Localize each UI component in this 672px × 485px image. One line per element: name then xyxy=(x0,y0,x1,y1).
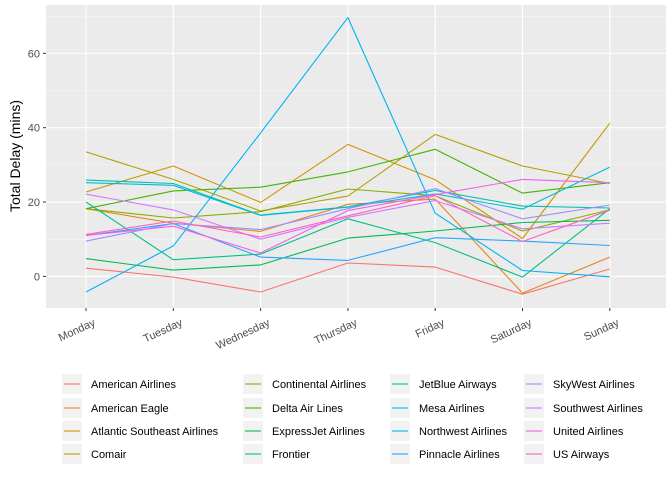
legend-label: Continental Airlines xyxy=(272,379,367,391)
series-line-continental-airlines xyxy=(85,188,610,232)
legend-label: Comair xyxy=(91,449,127,461)
legend-item-frontier: Frontier xyxy=(243,444,310,464)
legend: American Airlines American Eagle Atlantic … xyxy=(62,374,643,464)
legend-label: JetBlue Airways xyxy=(419,379,497,391)
legend-item-continental-airlines: Continental Airlines xyxy=(243,374,367,394)
legend-item-jetblue-airways: JetBlue Airways xyxy=(390,374,497,394)
y-axis: 0 20 40 60 xyxy=(28,48,46,283)
legend-label: Southwest Airlines xyxy=(553,403,643,415)
legend-item-pinnacle-airlines: Pinnacle Airlines xyxy=(390,444,500,464)
series-line-american-airlines xyxy=(85,262,610,295)
legend-item-northwest-airlines: Northwest Airlines xyxy=(390,421,508,441)
legend-item-southwest-airlines: Southwest Airlines xyxy=(524,398,643,418)
legend-item-comair: Comair xyxy=(62,444,127,464)
series-line-delta-air-lines xyxy=(85,148,610,210)
legend-item-delta-air-lines: Delta Air Lines xyxy=(243,398,343,418)
legend-label: Frontier xyxy=(272,449,310,461)
y-tick-label: 20 xyxy=(28,197,40,209)
legend-item-united-airlines: United Airlines xyxy=(524,421,624,441)
series-line-frontier xyxy=(85,201,611,278)
legend-label: American Airlines xyxy=(91,379,176,391)
series-line-united-airlines xyxy=(85,178,610,254)
legend-label: Pinnacle Airlines xyxy=(419,449,500,461)
y-tick-label: 60 xyxy=(28,48,40,60)
legend-label: ExpressJet Airlines xyxy=(272,426,365,438)
legend-item-us-airways: US Airways xyxy=(524,444,610,464)
series-line-northwest-airlines xyxy=(85,17,610,293)
y-axis-label: Total Delay (mins) xyxy=(7,100,23,212)
legend-label: American Eagle xyxy=(91,403,169,415)
series-line-us-airways xyxy=(85,195,610,243)
minor-gridlines xyxy=(46,15,666,240)
legend-label: Northwest Airlines xyxy=(419,426,508,438)
series-line-expressjet-airlines xyxy=(85,219,610,271)
series-line-comair xyxy=(85,133,610,212)
series-line-skywest-airlines xyxy=(85,188,610,242)
legend-label: US Airways xyxy=(553,449,610,461)
legend-item-atlantic-southeast-airlines: Atlantic Southeast Airlines xyxy=(62,421,219,441)
legend-item-expressjet-airlines: ExpressJet Airlines xyxy=(243,421,365,441)
legend-label: United Airlines xyxy=(553,426,624,438)
series-lines xyxy=(85,17,611,295)
series-line-mesa-airlines xyxy=(85,166,611,216)
legend-item-american-airlines: American Airlines xyxy=(62,374,176,394)
y-tick-label: 40 xyxy=(28,123,40,135)
series-line-atlantic-southeast-airlines xyxy=(85,122,611,240)
legend-item-mesa-airlines: Mesa Airlines xyxy=(390,398,485,418)
legend-label: Mesa Airlines xyxy=(419,403,485,415)
series-line-southwest-airlines xyxy=(85,193,610,240)
plot-panel xyxy=(46,5,666,308)
y-tick-label: 0 xyxy=(34,271,40,283)
legend-item-skywest-airlines: SkyWest Airlines xyxy=(524,374,635,394)
legend-item-american-eagle: American Eagle xyxy=(62,398,169,418)
legend-label: SkyWest Airlines xyxy=(553,379,635,391)
legend-label: Atlantic Southeast Airlines xyxy=(91,426,219,438)
legend-label: Delta Air Lines xyxy=(272,403,343,415)
